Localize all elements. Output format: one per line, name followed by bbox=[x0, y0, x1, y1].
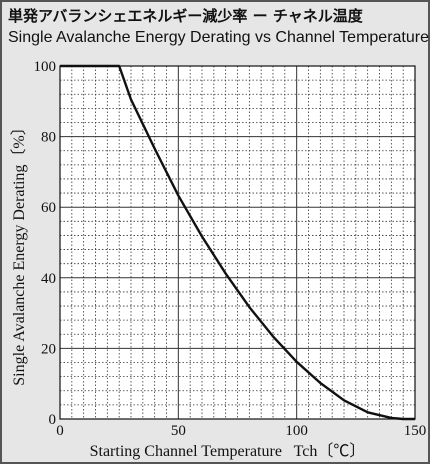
derating-curve bbox=[60, 64, 415, 421]
x-tick-label: 50 bbox=[171, 423, 186, 439]
x-axis-label: Starting Channel Temperature Tch〔℃〕 bbox=[90, 442, 366, 460]
y-tick-label: 80 bbox=[41, 130, 56, 146]
chart-title-japanese: 単発アバランシェエネルギー減少率 ー チャネル温度 bbox=[8, 7, 363, 25]
y-axis-label: Single Avalanche Energy Derating〔%〕 bbox=[10, 119, 28, 385]
y-tick-label: 0 bbox=[49, 412, 57, 428]
y-tick-label: 60 bbox=[41, 200, 56, 216]
x-tick-label: 100 bbox=[285, 423, 308, 439]
plot-border bbox=[59, 65, 416, 420]
x-tick-label: 150 bbox=[404, 423, 427, 439]
y-tick-labels: 0 20 40 60 80 100 bbox=[34, 59, 57, 428]
x-tick-labels: 0 50 100 150 bbox=[56, 423, 426, 439]
chart-title-english: Single Avalanche Energy Derating vs Chan… bbox=[8, 29, 429, 46]
x-tick-label: 0 bbox=[56, 423, 64, 439]
y-tick-label: 20 bbox=[41, 341, 56, 357]
minor-grid bbox=[60, 66, 415, 419]
y-tick-label: 40 bbox=[41, 271, 56, 287]
y-tick-label: 100 bbox=[34, 59, 57, 75]
